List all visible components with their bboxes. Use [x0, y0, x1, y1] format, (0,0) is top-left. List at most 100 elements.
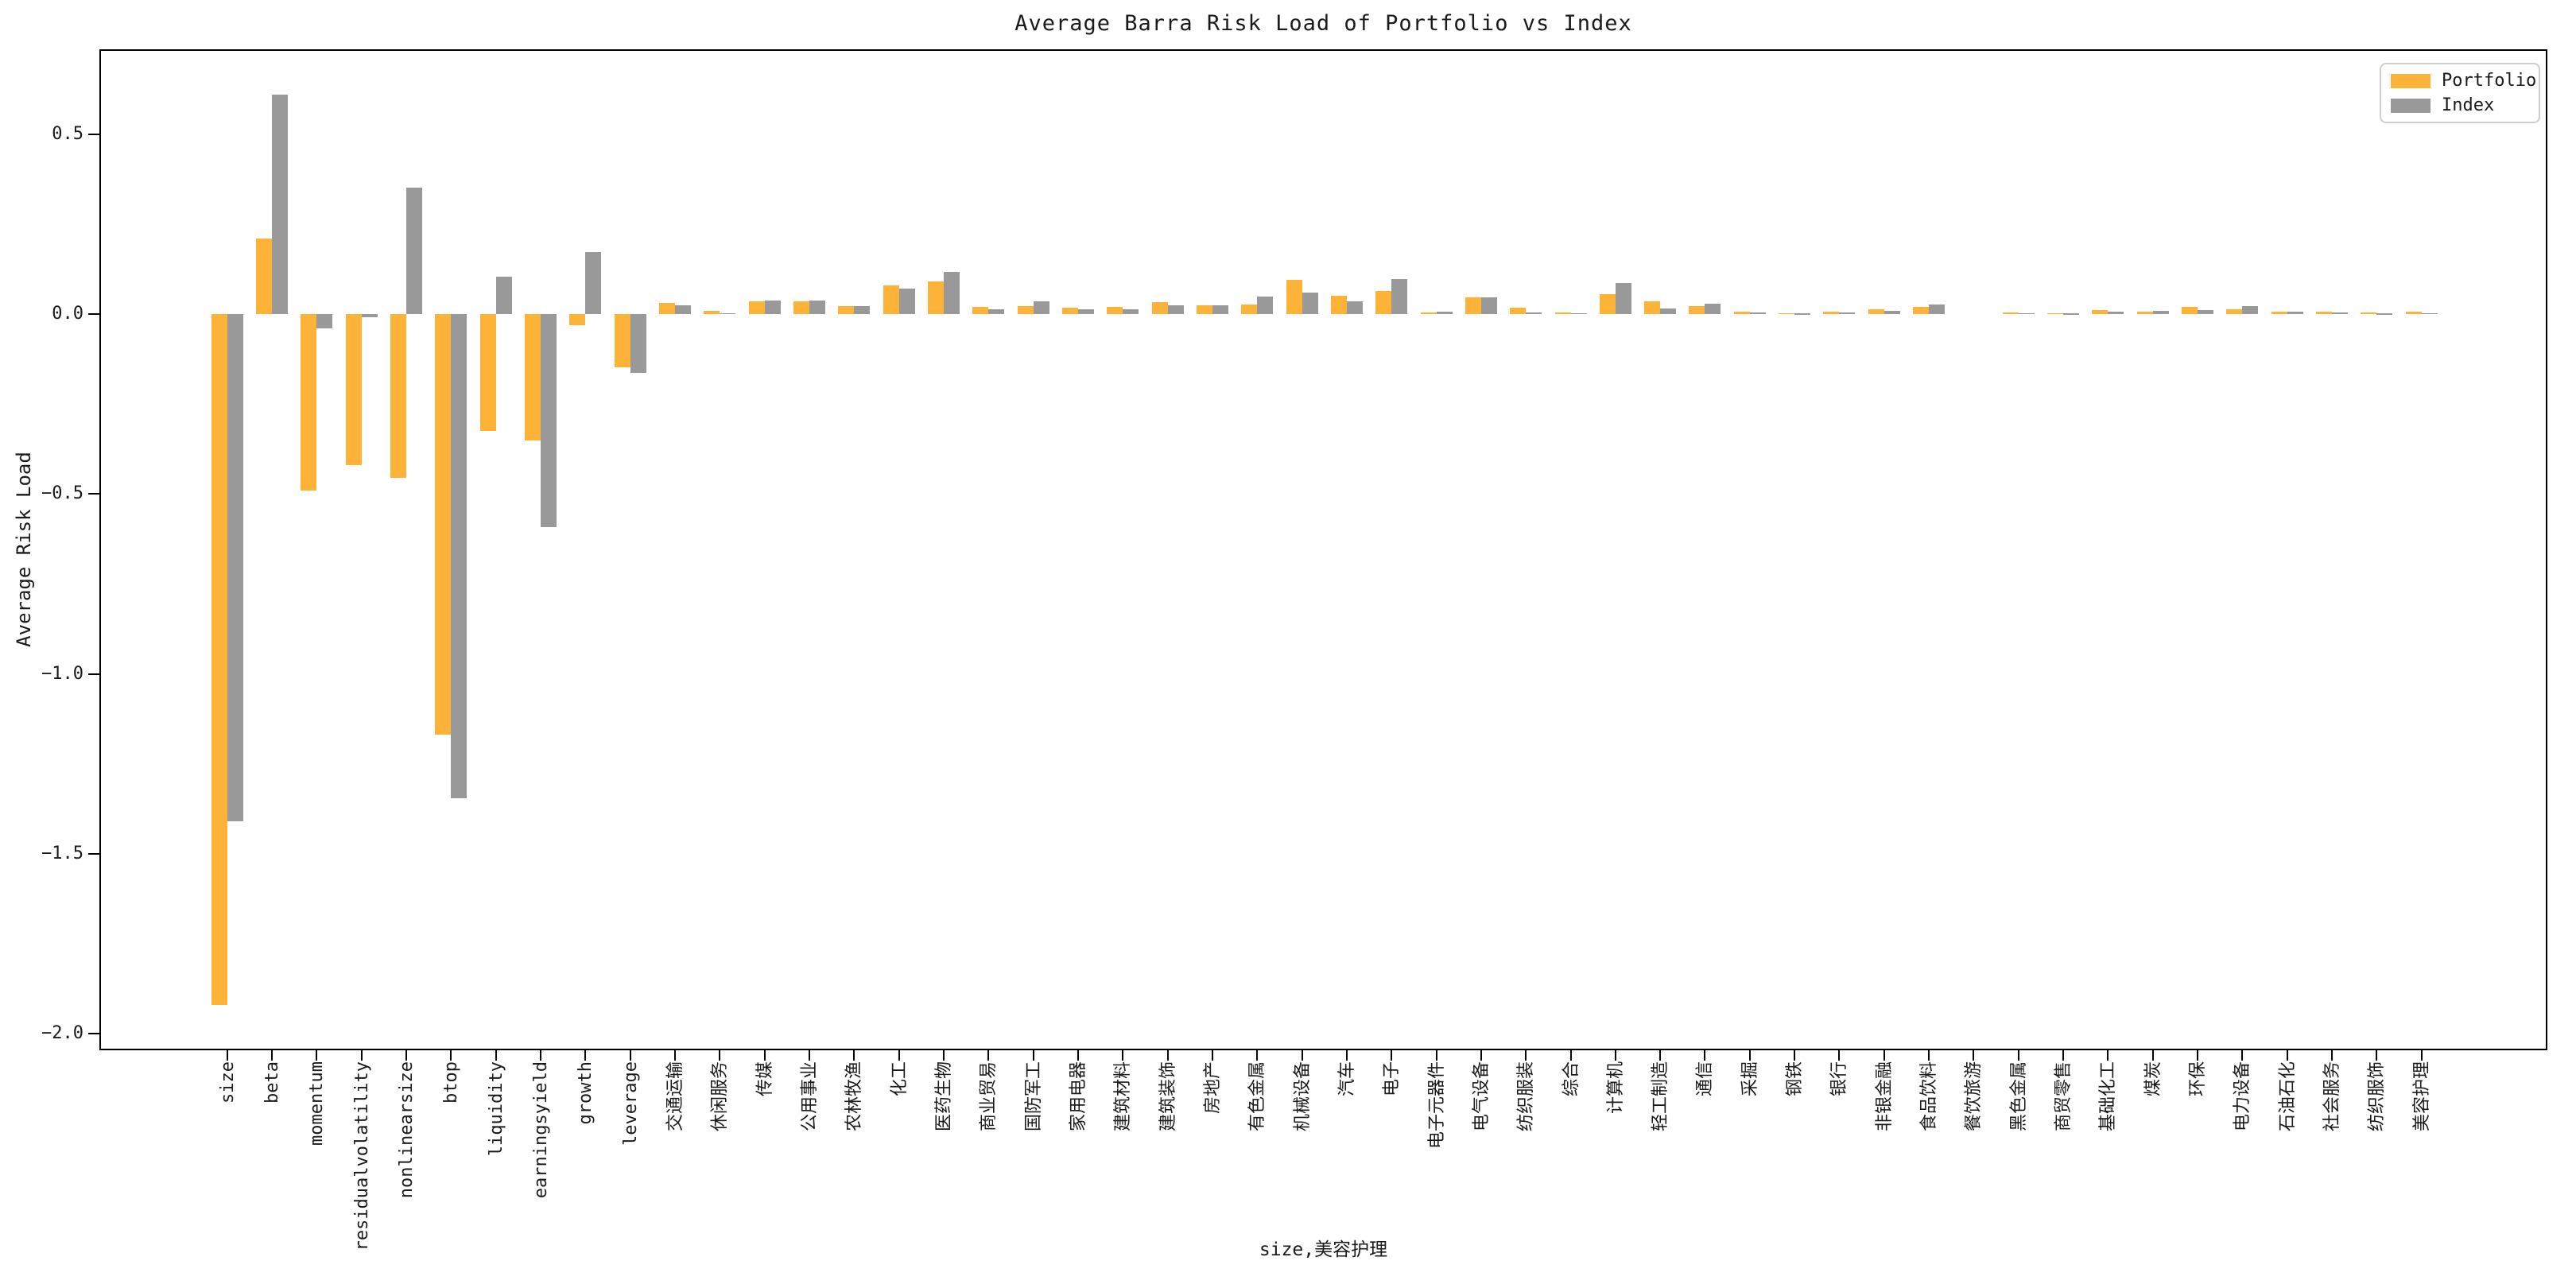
- x-tick-mark: [2197, 1050, 2199, 1061]
- bar-portfolio-btop: [435, 314, 452, 735]
- bar-portfolio-黑色金属: [2002, 312, 2019, 315]
- x-axis-label: size,美容护理: [1259, 1240, 1388, 1260]
- x-tick-mark: [1211, 1050, 1213, 1061]
- bar-portfolio-商贸零售: [2047, 312, 2064, 315]
- x-tick-label: 交通运输: [665, 1061, 685, 1132]
- bar-portfolio-公用事业: [793, 301, 809, 315]
- legend-entry-index: Index: [2391, 96, 2529, 114]
- bar-index-通信: [1705, 304, 1721, 315]
- bar-portfolio-采掘: [1733, 312, 1750, 315]
- legend: Portfolio Index: [2380, 63, 2540, 123]
- bar-index-建筑装饰: [1167, 305, 1184, 315]
- bar-portfolio-环保: [2182, 307, 2198, 315]
- bar-portfolio-社会服务: [2316, 311, 2333, 315]
- x-tick-label: 轻工制造: [1651, 1061, 1671, 1132]
- bar-index-计算机: [1615, 283, 1631, 315]
- bar-index-传媒: [764, 300, 781, 315]
- y-tick-label: −1.0: [41, 663, 83, 684]
- bar-portfolio-growth: [569, 314, 586, 325]
- bar-portfolio-size: [211, 314, 227, 1005]
- x-tick-mark: [987, 1050, 990, 1061]
- x-tick-label: 银行: [1829, 1061, 1850, 1097]
- x-tick-label: 食品饮料: [1919, 1061, 1940, 1132]
- x-tick-label: 汽车: [1336, 1061, 1357, 1097]
- bar-portfolio-轻工制造: [1644, 301, 1661, 315]
- x-tick-label: 电子: [1382, 1061, 1402, 1097]
- x-tick-label: 社会服务: [2322, 1061, 2343, 1132]
- bar-portfolio-liquidity: [479, 314, 496, 432]
- bar-portfolio-钢铁: [1779, 312, 1795, 315]
- bar-index-电力设备: [2242, 306, 2259, 315]
- x-tick-label: 钢铁: [1785, 1061, 1806, 1097]
- bar-portfolio-纺织服装: [1510, 308, 1527, 315]
- x-tick-label: 黑色金属: [2008, 1061, 2029, 1132]
- x-tick-label: size: [217, 1061, 238, 1104]
- bar-index-采掘: [1749, 312, 1766, 315]
- x-tick-label: 电气设备: [1471, 1061, 1492, 1132]
- bar-portfolio-电力设备: [2226, 309, 2243, 315]
- x-tick-mark: [808, 1050, 810, 1061]
- bar-portfolio-交通运输: [658, 302, 675, 315]
- x-tick-mark: [1704, 1050, 1706, 1061]
- bar-portfolio-国防军工: [1017, 306, 1034, 315]
- bar-index-电子: [1391, 279, 1408, 315]
- x-tick-label: nonlinearsize: [397, 1061, 417, 1199]
- x-tick-mark: [1077, 1050, 1079, 1061]
- y-tick-mark: [88, 673, 99, 675]
- x-tick-label: 电子元器件: [1426, 1061, 1447, 1150]
- x-tick-label: residualvolatility: [351, 1061, 372, 1251]
- x-tick-label: 机械设备: [1292, 1061, 1313, 1132]
- x-tick-label: 休闲服务: [710, 1061, 731, 1132]
- bar-index-beta: [272, 95, 289, 315]
- y-tick-mark: [88, 493, 99, 495]
- x-tick-label: 医药生物: [933, 1061, 954, 1132]
- x-tick-label: earningsyield: [530, 1061, 551, 1199]
- x-tick-mark: [1345, 1050, 1348, 1061]
- y-tick-label: −0.5: [41, 483, 83, 504]
- legend-label-portfolio: Portfolio: [2442, 70, 2537, 91]
- x-tick-mark: [495, 1050, 497, 1061]
- y-tick-mark: [88, 134, 99, 136]
- x-tick-label: 农林牧渔: [844, 1061, 865, 1132]
- y-axis-label: Average Risk Load: [13, 452, 35, 647]
- bar-index-btop: [451, 314, 467, 798]
- bar-index-电子元器件: [1436, 311, 1453, 315]
- x-tick-mark: [1794, 1050, 1796, 1061]
- x-tick-mark: [942, 1050, 945, 1061]
- x-tick-label: 美容护理: [2411, 1061, 2432, 1132]
- bar-index-机械设备: [1302, 292, 1318, 315]
- x-tick-label: leverage: [620, 1061, 641, 1146]
- bar-index-earningsyield: [540, 314, 557, 527]
- x-tick-label: 非银金融: [1874, 1061, 1895, 1132]
- index-swatch: [2391, 98, 2431, 113]
- x-tick-mark: [1569, 1050, 1572, 1061]
- bar-index-growth: [585, 252, 602, 315]
- y-tick-label: −1.5: [41, 843, 83, 863]
- x-tick-mark: [271, 1050, 274, 1061]
- bar-index-钢铁: [1794, 313, 1811, 315]
- x-tick-label: 通信: [1695, 1061, 1716, 1097]
- x-tick-mark: [1928, 1050, 1930, 1061]
- bar-portfolio-leverage: [614, 314, 630, 368]
- x-tick-mark: [719, 1050, 721, 1061]
- x-tick-mark: [360, 1050, 363, 1061]
- x-tick-mark: [2286, 1050, 2288, 1061]
- x-tick-mark: [1301, 1050, 1303, 1061]
- x-tick-label: 建筑装饰: [1158, 1061, 1178, 1132]
- x-tick-mark: [1391, 1050, 1393, 1061]
- bar-portfolio-医药生物: [927, 281, 944, 315]
- bar-index-休闲服务: [720, 312, 736, 315]
- bar-portfolio-农林牧渔: [838, 306, 855, 315]
- y-tick-label: 0.0: [52, 304, 83, 324]
- x-tick-label: 国防军工: [1023, 1061, 1044, 1132]
- bar-portfolio-建筑材料: [1107, 306, 1123, 315]
- y-tick-label: 0.5: [52, 124, 83, 145]
- bar-index-电气设备: [1480, 297, 1497, 315]
- bar-portfolio-银行: [1823, 312, 1840, 315]
- bar-portfolio-休闲服务: [704, 310, 720, 315]
- bar-index-汽车: [1346, 301, 1363, 315]
- x-tick-mark: [2151, 1050, 2154, 1061]
- bar-index-建筑材料: [1123, 308, 1139, 315]
- x-tick-mark: [1480, 1050, 1482, 1061]
- x-tick-label: growth: [576, 1061, 596, 1125]
